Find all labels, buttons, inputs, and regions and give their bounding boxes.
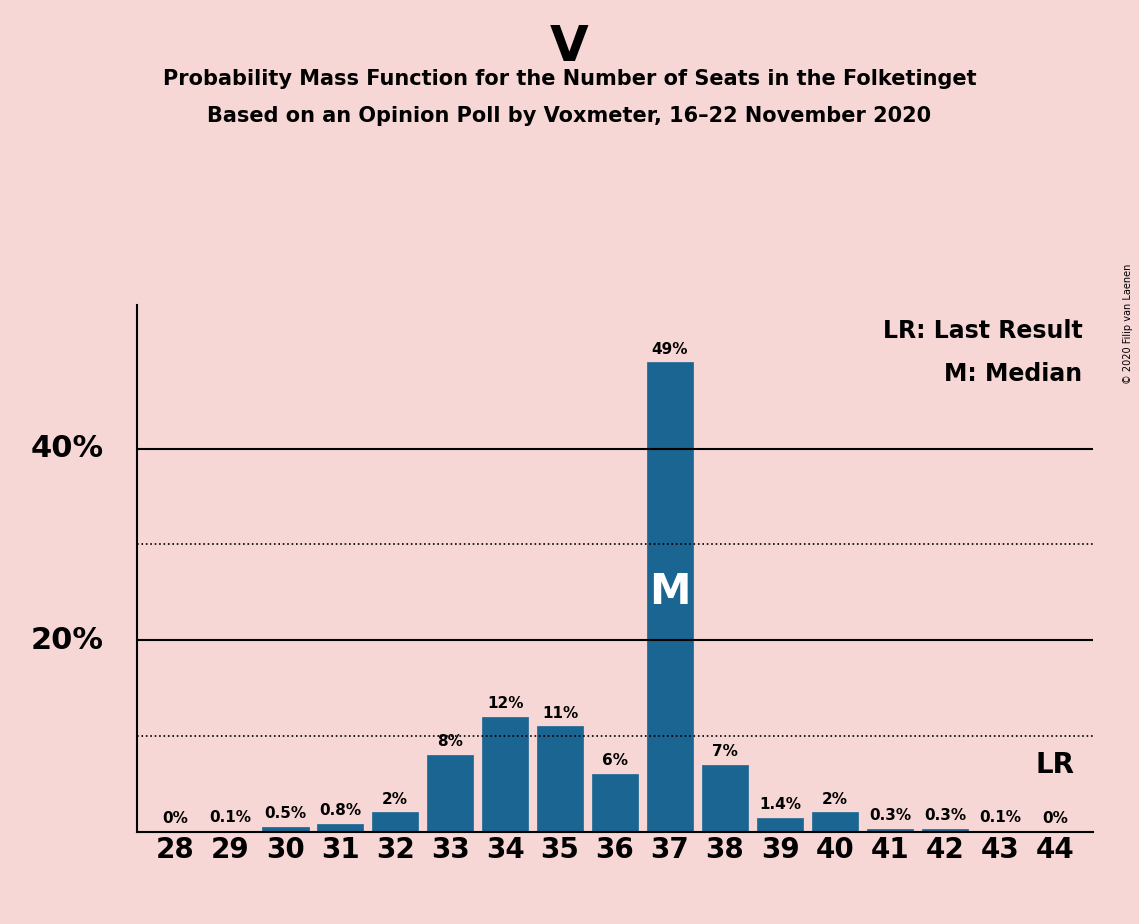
Text: 12%: 12% — [486, 696, 523, 711]
Bar — [536, 726, 583, 832]
Bar — [207, 831, 254, 832]
Bar — [482, 717, 528, 832]
Text: 7%: 7% — [712, 744, 738, 759]
Bar — [427, 755, 474, 832]
Text: V: V — [550, 23, 589, 71]
Bar — [591, 774, 639, 832]
Text: © 2020 Filip van Laenen: © 2020 Filip van Laenen — [1123, 263, 1133, 383]
Bar — [702, 764, 748, 832]
Text: LR: Last Result: LR: Last Result — [883, 320, 1082, 344]
Text: 0.8%: 0.8% — [319, 803, 361, 818]
Text: 0.1%: 0.1% — [978, 810, 1021, 825]
Bar — [647, 362, 694, 832]
Text: 20%: 20% — [31, 626, 104, 654]
Text: 6%: 6% — [603, 753, 628, 769]
Text: 2%: 2% — [382, 792, 408, 807]
Text: M: Median: M: Median — [944, 362, 1082, 386]
Text: 0.3%: 0.3% — [924, 808, 966, 823]
Bar — [921, 829, 968, 832]
Bar — [756, 818, 803, 832]
Text: Probability Mass Function for the Number of Seats in the Folketinget: Probability Mass Function for the Number… — [163, 69, 976, 90]
Bar — [867, 829, 913, 832]
Bar — [262, 827, 309, 832]
Bar — [317, 824, 363, 832]
Bar — [976, 831, 1023, 832]
Text: 8%: 8% — [437, 735, 464, 749]
Text: Based on an Opinion Poll by Voxmeter, 16–22 November 2020: Based on an Opinion Poll by Voxmeter, 16… — [207, 106, 932, 127]
Text: 0%: 0% — [1042, 811, 1068, 826]
Text: 0.5%: 0.5% — [264, 806, 306, 821]
Text: 0.1%: 0.1% — [210, 810, 252, 825]
Text: LR: LR — [1035, 750, 1074, 779]
Text: 0%: 0% — [162, 811, 188, 826]
Text: M: M — [649, 571, 690, 614]
Text: 40%: 40% — [31, 434, 104, 463]
Text: 11%: 11% — [542, 706, 579, 721]
Bar — [371, 812, 418, 832]
Text: 2%: 2% — [822, 792, 849, 807]
Text: 0.3%: 0.3% — [869, 808, 911, 823]
Text: 49%: 49% — [652, 342, 688, 357]
Bar — [812, 812, 859, 832]
Text: 1.4%: 1.4% — [759, 797, 801, 812]
